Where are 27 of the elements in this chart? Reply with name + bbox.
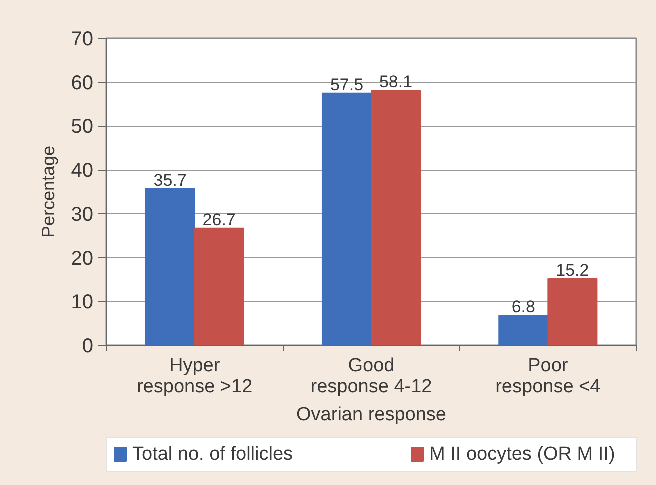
x-axis-title: Ovarian response — [296, 404, 446, 426]
y-tick-label: 50 — [71, 116, 94, 138]
bar — [194, 228, 244, 346]
x-tick-label: Hyper response >12 — [137, 356, 253, 398]
legend-label: M II oocytes (OR M II) — [430, 444, 616, 465]
data-label: 57.5 — [330, 75, 364, 94]
y-tick-label: 0 — [82, 336, 94, 358]
y-axis-title: Percentage — [38, 146, 58, 238]
legend-label: Total no. of follicles — [132, 444, 294, 465]
bar — [498, 315, 549, 346]
data-label: 6.8 — [512, 298, 536, 317]
bar — [548, 278, 598, 346]
x-tick-label: Poor response <4 — [496, 356, 602, 398]
x-tick-label: Good response 4-12 — [310, 356, 432, 398]
data-label: 15.2 — [556, 260, 590, 280]
y-tick-label: 70 — [71, 28, 94, 50]
bar — [145, 188, 196, 346]
y-tick-label: 40 — [71, 160, 94, 182]
bar — [371, 90, 422, 346]
data-label: 35.7 — [154, 170, 187, 190]
y-tick-label: 60 — [71, 72, 94, 94]
y-tick-label: 10 — [71, 292, 94, 314]
y-tick-label: 30 — [71, 204, 94, 226]
data-label: 26.7 — [202, 210, 236, 230]
data-label: 58.1 — [379, 72, 413, 92]
bar — [322, 92, 372, 346]
y-tick-label: 20 — [71, 248, 94, 270]
